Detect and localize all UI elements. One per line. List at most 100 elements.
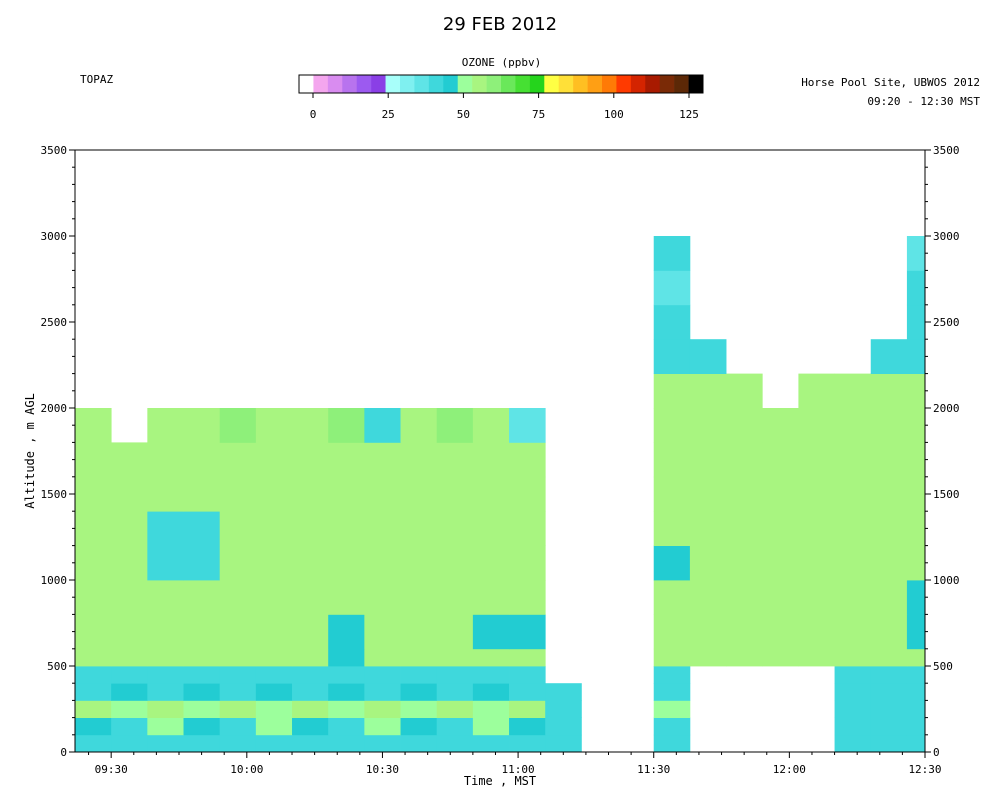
heatmap-cell	[726, 511, 763, 546]
heatmap-cell	[255, 442, 293, 478]
heatmap-cell	[75, 717, 112, 736]
heatmap-cell	[726, 545, 763, 581]
heatmap-cell	[147, 683, 184, 701]
heatmap-cell	[906, 339, 926, 374]
heatmap-cell	[147, 511, 184, 546]
heatmap-cell	[75, 700, 112, 718]
heatmap-cell	[111, 511, 148, 546]
heatmap-cell	[798, 511, 835, 546]
heatmap-cell	[364, 683, 401, 701]
heatmap-cell	[472, 408, 510, 443]
heatmap-cell	[653, 580, 691, 615]
heatmap-cell	[870, 683, 908, 701]
heatmap-cell	[870, 700, 908, 718]
heatmap-cell	[364, 408, 401, 443]
heatmap-cell	[509, 580, 546, 615]
heatmap-cell	[147, 580, 184, 615]
heatmap-cell	[509, 648, 546, 667]
heatmap-cell	[436, 683, 474, 701]
colorbar-swatch	[356, 75, 372, 93]
heatmap-cell	[364, 717, 401, 736]
heatmap-cell	[906, 270, 926, 306]
heatmap-cell	[472, 648, 510, 667]
heatmap-cell	[798, 545, 835, 581]
heatmap-cell	[870, 545, 908, 581]
heatmap-cell	[400, 717, 438, 736]
heatmap-cell	[906, 683, 926, 701]
colorbar-swatch	[472, 75, 487, 93]
heatmap-cell	[183, 545, 221, 581]
heatmap-cell	[689, 476, 727, 512]
heatmap-cell	[906, 236, 926, 271]
heatmap-cell	[147, 476, 184, 512]
heatmap-cell	[436, 700, 474, 718]
x-tick-label: 09:30	[95, 763, 128, 776]
heatmap-cell	[436, 511, 474, 546]
heatmap-cell	[906, 717, 926, 736]
colorbar-swatch	[602, 75, 617, 93]
heatmap-cell	[689, 545, 727, 581]
heatmap-cell	[328, 666, 365, 684]
heatmap-cell	[147, 734, 184, 753]
x-tick-label: 12:30	[908, 763, 941, 776]
heatmap-cell	[798, 648, 835, 667]
heatmap-cell	[183, 666, 221, 684]
heatmap-cell	[183, 442, 221, 478]
heatmap-cell	[292, 614, 329, 650]
heatmap-cell	[509, 476, 546, 512]
colorbar-swatch	[573, 75, 588, 93]
heatmap-cell	[75, 648, 112, 667]
heatmap-cell	[292, 408, 329, 443]
heatmap-cell	[111, 545, 148, 581]
heatmap-cell	[219, 408, 257, 443]
colorbar-swatch	[529, 75, 545, 93]
x-axis-label: Time , MST	[464, 774, 536, 788]
heatmap-cell	[75, 734, 112, 753]
heatmap-cell	[328, 511, 365, 546]
heatmap-cell	[870, 580, 908, 615]
heatmap-cell	[472, 683, 510, 701]
heatmap-cell	[400, 545, 438, 581]
heatmap-cell	[111, 614, 148, 650]
colorbar-swatch	[313, 75, 329, 93]
heatmap-cell	[726, 442, 763, 478]
site-label: Horse Pool Site, UBWOS 2012 09:20 - 12:3…	[801, 73, 980, 111]
heatmap-cell	[834, 580, 872, 615]
heatmap-cell	[870, 476, 908, 512]
heatmap-cell	[653, 373, 691, 409]
colorbar-swatch	[371, 75, 386, 93]
heatmap-cell	[255, 511, 293, 546]
heatmap-cell	[111, 700, 148, 718]
heatmap-cell	[364, 666, 401, 684]
heatmap-cell	[75, 476, 112, 512]
heatmap-cell	[400, 580, 438, 615]
heatmap-cell	[472, 700, 510, 718]
y-tick-label-right: 2500	[933, 316, 960, 329]
heatmap-cell	[834, 614, 872, 650]
heatmap-cell	[834, 683, 872, 701]
heatmap-cell	[219, 700, 257, 718]
heatmap-cell	[400, 666, 438, 684]
heatmap-cell	[292, 666, 329, 684]
heatmap-cell	[436, 717, 474, 736]
y-tick-label-right: 3000	[933, 230, 960, 243]
x-tick-label: 12:00	[773, 763, 806, 776]
heatmap-cells	[75, 236, 926, 753]
heatmap-cell	[400, 408, 438, 443]
y-tick-label-left: 2000	[41, 402, 68, 415]
heatmap-cell	[798, 373, 835, 409]
heatmap-cell	[906, 648, 926, 667]
heatmap-cell	[111, 683, 148, 701]
heatmap-cell	[219, 717, 257, 736]
heatmap-cell	[111, 717, 148, 736]
colorbar-swatch	[299, 75, 314, 93]
heatmap-cell	[472, 476, 510, 512]
heatmap-cell	[292, 734, 329, 753]
heatmap-cell	[436, 580, 474, 615]
y-tick-label-left: 1500	[41, 488, 68, 501]
heatmap-cell	[472, 545, 510, 581]
heatmap-cell	[906, 511, 926, 546]
heatmap-cell	[834, 666, 872, 684]
colorbar-frame	[298, 74, 704, 94]
